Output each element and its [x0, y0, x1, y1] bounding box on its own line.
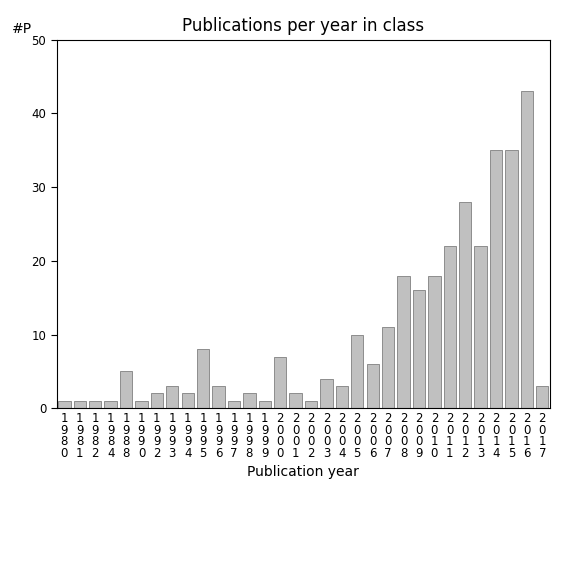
Bar	[521, 91, 533, 408]
Bar	[320, 379, 333, 408]
Text: #P: #P	[12, 22, 32, 36]
Bar	[536, 386, 548, 408]
Bar	[397, 276, 410, 408]
Bar	[197, 349, 209, 408]
Bar	[475, 246, 487, 408]
Bar	[505, 150, 518, 408]
Bar	[243, 393, 256, 408]
Bar	[382, 327, 394, 408]
Bar	[120, 371, 132, 408]
Bar	[166, 386, 179, 408]
Bar	[74, 401, 86, 408]
Bar	[259, 401, 271, 408]
Bar	[490, 150, 502, 408]
Bar	[443, 246, 456, 408]
Bar	[104, 401, 117, 408]
Bar	[181, 393, 194, 408]
Bar	[459, 202, 471, 408]
Bar	[351, 335, 363, 408]
Bar	[58, 401, 70, 408]
Bar	[228, 401, 240, 408]
Bar	[136, 401, 147, 408]
Bar	[428, 276, 441, 408]
Bar	[290, 393, 302, 408]
X-axis label: Publication year: Publication year	[247, 466, 359, 480]
Bar	[274, 357, 286, 408]
Bar	[213, 386, 225, 408]
Bar	[305, 401, 317, 408]
Bar	[151, 393, 163, 408]
Bar	[336, 386, 348, 408]
Bar	[89, 401, 101, 408]
Bar	[413, 290, 425, 408]
Title: Publications per year in class: Publications per year in class	[182, 18, 425, 35]
Bar	[366, 364, 379, 408]
